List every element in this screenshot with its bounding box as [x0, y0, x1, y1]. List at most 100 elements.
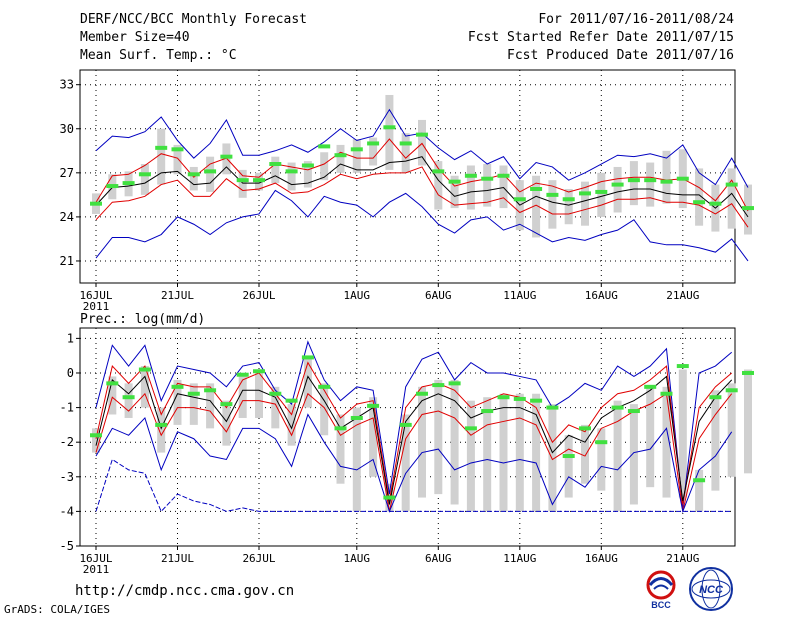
chart-title: DERF/NCC/BCC Monthly Forecast	[80, 12, 307, 27]
precipitation-member-mark	[187, 391, 200, 396]
precipitation-spread-box	[548, 404, 557, 512]
temperature-member-mark	[138, 172, 151, 177]
precipitation-spread-box	[564, 435, 573, 498]
precipitation-member-mark	[253, 369, 265, 374]
temperature-spread-box	[369, 137, 378, 166]
precipitation-member-mark	[464, 426, 477, 431]
temperature-member-mark	[481, 176, 494, 181]
precipitation-member-mark	[334, 426, 347, 431]
precipitation-spread-box	[515, 393, 524, 512]
temperature-member-mark	[660, 179, 673, 184]
precip-label: Prec.: log(mm/d)	[80, 312, 206, 327]
temperature-member-mark	[155, 145, 168, 150]
precipitation-spread-box	[108, 376, 117, 415]
forecast-period: For 2011/07/16-2011/08/24	[538, 12, 734, 27]
precipitation-member-mark	[138, 367, 151, 372]
temperature-spread-box	[499, 165, 508, 209]
temperature-spread-box	[597, 172, 606, 217]
temperature-member-mark	[269, 162, 282, 167]
temperature-upper-line	[95, 138, 749, 212]
precipitation-spread-box	[662, 386, 671, 498]
temperature-member-mark	[644, 178, 657, 183]
precipitation-spread-box	[483, 397, 492, 512]
temperature-ytick-label: 21	[60, 254, 74, 268]
precipitation-member-mark	[90, 433, 102, 438]
precipitation-member-mark	[350, 415, 363, 420]
temperature-xtick-label: 21JUL	[161, 289, 194, 302]
precipitation-spread-box	[597, 428, 606, 491]
precipitation-spread-box	[303, 355, 312, 408]
precipitation-member-mark	[106, 381, 119, 386]
precipitation-spread-box	[532, 393, 541, 512]
temperature-spread-box	[189, 166, 198, 191]
temperature-member-mark	[90, 201, 102, 206]
precipitation-upper-line	[95, 361, 733, 505]
temperature-ytick-label: 24	[60, 210, 74, 224]
precipitation-member-mark	[155, 422, 168, 427]
precipitation-member-mark	[497, 395, 510, 400]
temperature-member-mark	[530, 186, 543, 191]
precipitation-spread-box	[206, 383, 215, 429]
temperature-spread-box	[466, 165, 475, 210]
temperature-spread-box	[238, 169, 247, 198]
temperature-member-mark	[318, 144, 331, 149]
precipitation-member-mark	[285, 398, 298, 403]
precipitation-member-mark	[644, 384, 657, 389]
temperature-member-mark	[171, 147, 184, 152]
temperature-member-mark	[579, 191, 591, 196]
precipitation-ytick-label: -3	[60, 470, 74, 484]
temperature-member-mark	[464, 173, 477, 178]
temperature-member-mark	[106, 184, 119, 189]
precipitation-spread-box	[450, 379, 459, 505]
precipitation-xtick-label: 21JUL	[161, 552, 194, 565]
temperature-panel	[76, 69, 754, 287]
temperature-spread-box	[695, 168, 704, 226]
temperature-member-mark	[562, 197, 575, 202]
bcc-logo: BCC	[646, 570, 676, 610]
precipitation-spread-box	[434, 379, 443, 495]
temperature-xtick-year: 2011	[83, 300, 110, 313]
temperature-spread-box	[727, 168, 736, 229]
precipitation-member-mark	[709, 395, 722, 400]
temperature-member-mark	[204, 169, 217, 174]
precipitation-lower-line	[95, 392, 733, 512]
temperature-spread-box	[320, 152, 329, 181]
precipitation-member-mark	[660, 391, 673, 396]
precipitation-xtick-label: 26JUL	[242, 552, 275, 565]
bcc-logo-text: BCC	[651, 600, 671, 610]
temperature-member-mark	[399, 141, 412, 146]
temperature-spread-box	[564, 188, 573, 225]
temperature-ytick-label: 33	[60, 78, 74, 92]
precipitation-member-mark	[611, 405, 624, 410]
temperature-spread-box	[450, 175, 459, 209]
precipitation-spread-box	[92, 428, 100, 453]
precipitation-member-mark	[318, 384, 331, 389]
precipitation-spread-box	[320, 383, 329, 436]
temperature-member-mark	[742, 206, 754, 211]
precipitation-spread-box	[401, 414, 410, 512]
precipitation-panel	[76, 327, 754, 550]
precipitation-member-mark	[513, 396, 526, 401]
temperature-member-mark	[595, 189, 608, 194]
temperature-spread-box	[434, 161, 443, 210]
temperature-spread-box	[662, 150, 671, 204]
precipitation-spread-box	[678, 369, 687, 498]
temperature-member-mark	[187, 172, 200, 177]
precipitation-spread-box	[629, 404, 638, 505]
precipitation-spread-box	[369, 397, 378, 477]
precipitation-spread-box	[287, 404, 296, 446]
ncc-logo: NCC	[689, 567, 733, 611]
temperature-spread-box	[629, 161, 638, 206]
temperature-spread-box	[140, 164, 149, 195]
temperature-spread-box	[287, 162, 296, 191]
temperature-spread-box	[173, 144, 182, 175]
temperature-xtick-label: 16AUG	[585, 289, 618, 302]
footer-url[interactable]: http://cmdp.ncc.cma.gov.cn	[75, 583, 295, 599]
precipitation-member-mark	[546, 405, 559, 410]
precipitation-member-mark	[416, 391, 428, 396]
member-size: Member Size=40	[80, 30, 190, 45]
temperature-member-mark	[611, 182, 624, 187]
temperature-member-mark	[448, 179, 461, 184]
ncc-logo-text: NCC	[699, 584, 724, 596]
precipitation-xtick-label: 16JUL	[79, 552, 112, 565]
